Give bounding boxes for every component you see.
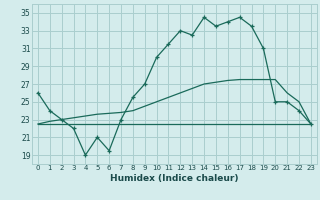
X-axis label: Humidex (Indice chaleur): Humidex (Indice chaleur) (110, 174, 239, 183)
